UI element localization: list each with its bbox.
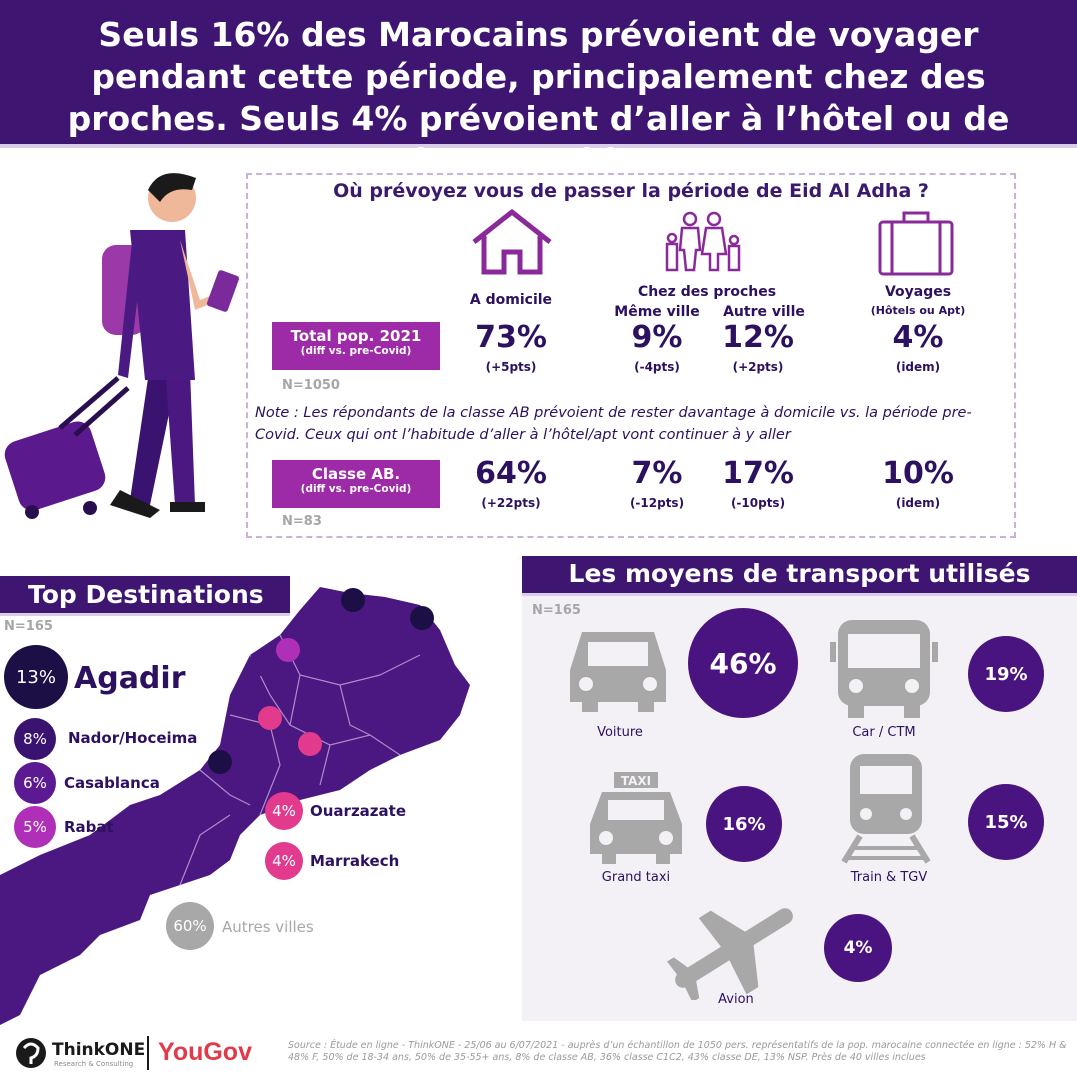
destination-rabat-name: Rabat — [64, 818, 114, 836]
destination-others-pct: 60% — [166, 902, 214, 950]
ab-home-value: 64% — [475, 456, 547, 491]
destination-ouarzazate-name: Ouarzazate — [310, 802, 406, 820]
ab-same-city-diff: (-12pts) — [629, 496, 685, 510]
map-marker-nador — [341, 588, 365, 612]
total-home-diff: (+5pts) — [485, 360, 537, 374]
category-same-city: Même ville — [614, 304, 700, 320]
destination-casablanca-name: Casablanca — [64, 774, 160, 792]
destination-marrakech-pct: 4% — [265, 842, 303, 880]
destination-marrakech-name: Marrakech — [310, 852, 400, 870]
category-home: A domicile — [469, 292, 553, 308]
total-home-value: 73% — [475, 320, 547, 355]
destination-ouarzazate-pct: 4% — [265, 792, 303, 830]
bus-pct: 19% — [968, 636, 1044, 712]
traveler-illustration — [4, 173, 239, 519]
destination-agadir-name: Agadir — [74, 661, 186, 696]
category-other-city: Autre ville — [723, 304, 805, 320]
bus-icon — [830, 620, 938, 718]
total-other-city-diff: (+2pts) — [732, 360, 784, 374]
survey-note: Note : Les répondants de la classe AB pr… — [255, 405, 972, 443]
taxi-sign: TAXI — [621, 774, 651, 788]
car-pct: 46% — [688, 608, 798, 718]
suitcase-icon — [878, 211, 954, 276]
total-same-city-value: 9% — [631, 320, 683, 355]
map-anchor — [0, 560, 2, 562]
plane-icon — [667, 908, 793, 1000]
destination-casablanca-pct: 6% — [14, 762, 56, 804]
transport-sample-size: N=165 — [532, 603, 581, 618]
car-icon — [570, 632, 666, 712]
car-label: Voiture — [597, 725, 643, 740]
destinations-sample-size: N=165 — [4, 619, 53, 634]
morocco-map — [0, 587, 470, 1025]
house-icon — [472, 208, 552, 275]
map-marker-agadir — [208, 750, 232, 774]
row-label-total: Total pop. 2021 (diff vs. pre-Covid) — [272, 322, 440, 370]
plane-pct: 4% — [824, 914, 892, 982]
page-title: Seuls 16% des Marocains prévoient de voy… — [67, 15, 1010, 180]
thinkone-tagline: Research & Consulting — [54, 1060, 134, 1068]
ab-travel-value: 10% — [882, 456, 954, 491]
yougov-logo: YouGov — [158, 1038, 252, 1066]
total-same-city-diff: (-4pts) — [634, 360, 680, 374]
train-label: Train & TGV — [850, 870, 928, 885]
plane-label: Avion — [718, 992, 754, 1007]
destination-nador-pct: 8% — [14, 718, 56, 760]
source-note: Source : Étude en ligne - ThinkONE - 25/… — [288, 1040, 1067, 1063]
sample-size-total: N=1050 — [282, 378, 340, 393]
map-marker-rabat — [276, 638, 300, 662]
total-travel-diff: (idem) — [895, 360, 941, 374]
survey-box — [246, 173, 1016, 538]
ab-same-city-value: 7% — [631, 456, 683, 491]
row-label-ab: Classe AB. (diff vs. pre-Covid) — [272, 460, 440, 508]
taxi-pct: 16% — [706, 786, 782, 862]
family-icon — [665, 211, 741, 272]
train-pct: 15% — [968, 784, 1044, 860]
destination-others-name: Autres villes — [222, 918, 314, 936]
ab-travel-diff: (idem) — [895, 496, 941, 510]
destination-rabat-pct: 5% — [14, 806, 56, 848]
category-relatives: Chez des proches — [637, 284, 777, 300]
ab-home-diff: (+22pts) — [481, 496, 541, 510]
transport-title: Les moyens de transport utilisés — [568, 559, 1031, 588]
header-banner — [0, 0, 1077, 148]
category-travel-sub: (Hôtels ou Apt) — [870, 304, 966, 317]
category-travel: Voyages — [884, 284, 952, 300]
taxi-icon: TAXI — [590, 772, 682, 864]
map-marker-marrakech — [258, 706, 282, 730]
total-travel-value: 4% — [892, 320, 944, 355]
map-marker-ouarzazate — [298, 732, 322, 756]
transport-header — [522, 556, 1077, 596]
destination-agadir-pct: 13% — [4, 645, 68, 709]
sample-size-ab: N=83 — [282, 514, 322, 529]
destination-nador-name: Nador/Hoceima — [68, 729, 198, 747]
thinkone-logo-icon — [16, 1038, 46, 1068]
map-marker-casablanca — [248, 652, 272, 676]
destinations-title: Top Destinations — [28, 580, 264, 609]
total-other-city-value: 12% — [722, 320, 794, 355]
train-icon — [841, 754, 931, 864]
taxi-label: Grand taxi — [601, 870, 671, 885]
map-marker-oujda — [410, 606, 434, 630]
survey-question: Où prévoyez vous de passer la période de… — [333, 180, 929, 202]
footer-divider — [147, 1036, 149, 1070]
ab-other-city-value: 17% — [722, 456, 794, 491]
ab-other-city-diff: (-10pts) — [730, 496, 786, 510]
bus-label: Car / CTM — [852, 725, 916, 740]
destinations-header — [0, 576, 290, 616]
thinkone-logo: ThinkONE — [52, 1040, 146, 1060]
